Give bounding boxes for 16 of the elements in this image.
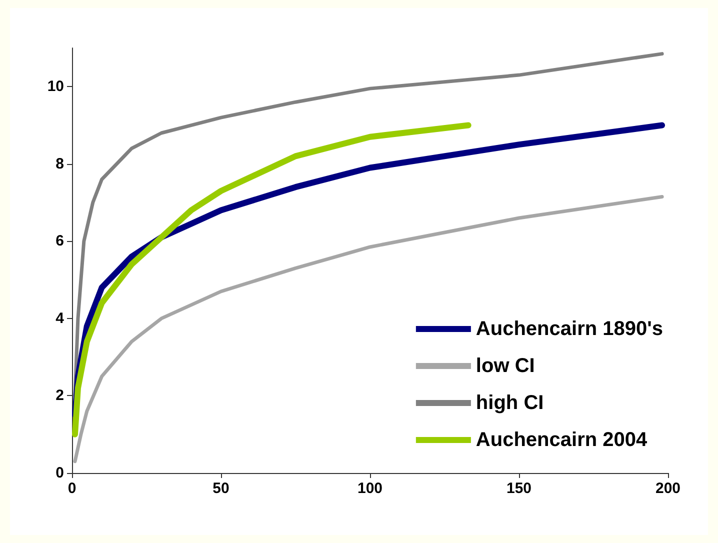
y-tick-label: 6 — [56, 232, 64, 250]
x-tick-label: 200 — [655, 480, 681, 497]
x-tick-label: 150 — [506, 480, 532, 497]
legend-label: high CI — [476, 392, 544, 414]
legend-label: Auchencairn 2004 — [476, 429, 648, 451]
legend-label: Auchencairn 1890's — [476, 318, 664, 340]
y-tick-label: 2 — [56, 387, 64, 404]
y-tick-label: 8 — [56, 155, 64, 172]
line-series — [73, 195, 664, 464]
x-tick-label: 50 — [212, 480, 230, 497]
y-tick-label: 4 — [56, 310, 65, 327]
x-tick-label: 100 — [357, 480, 383, 497]
legend-label: low CI — [476, 355, 535, 377]
y-tick-label: 0 — [56, 464, 64, 482]
y-tick-label: 10 — [47, 78, 64, 96]
x-tick-label: 0 — [68, 480, 76, 497]
